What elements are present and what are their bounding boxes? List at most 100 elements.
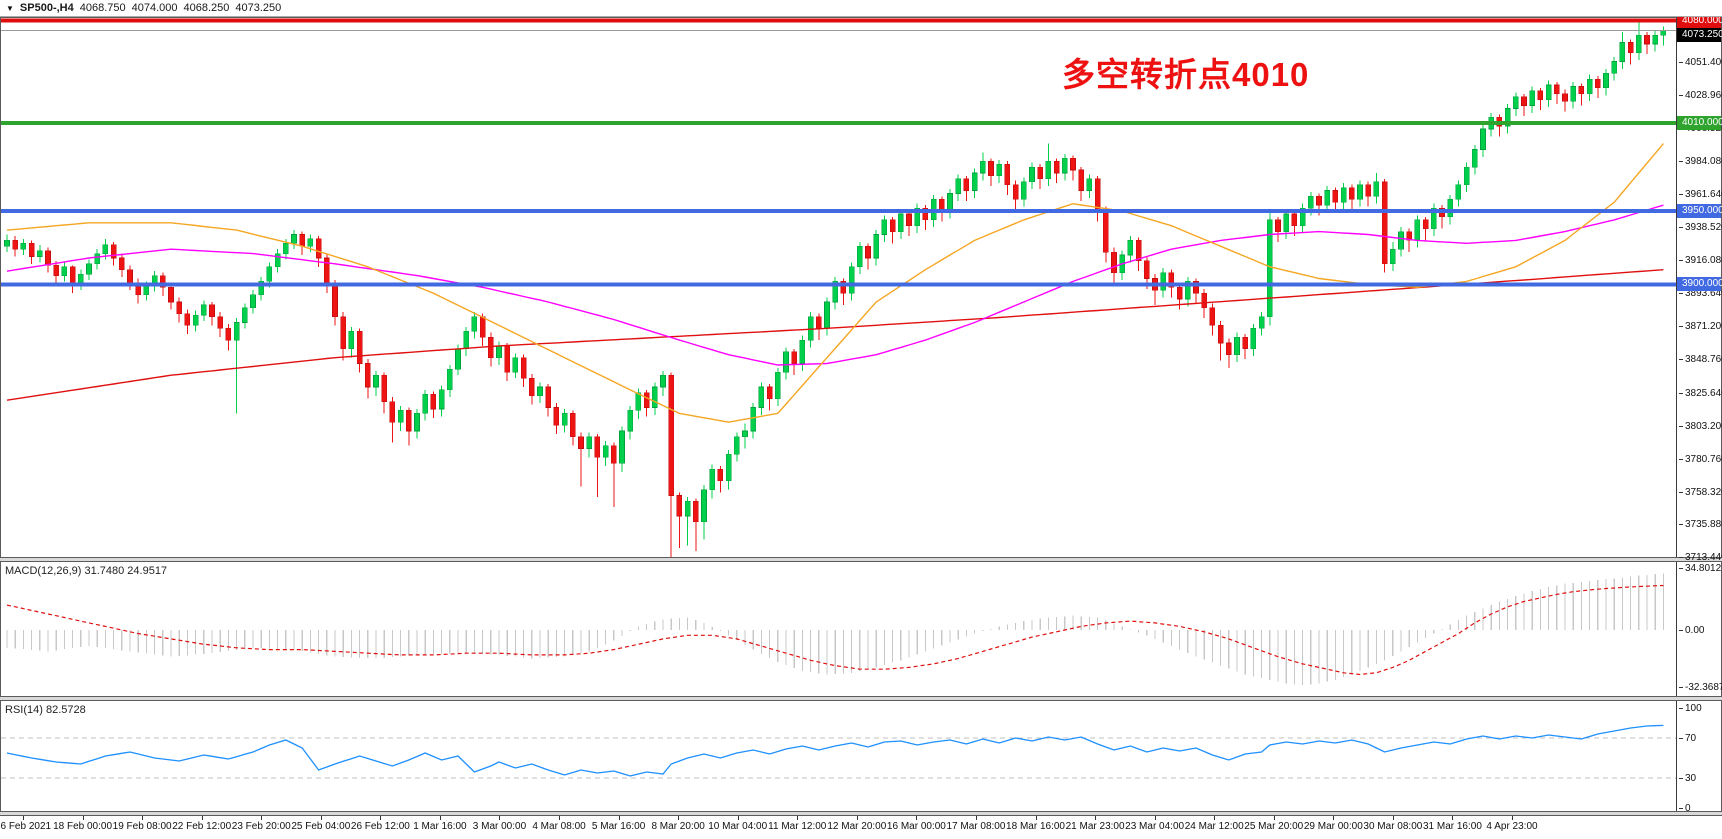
bull-candle xyxy=(1258,316,1265,329)
bull-candle xyxy=(242,307,248,323)
bear-candle xyxy=(1332,190,1339,203)
time-tick xyxy=(678,816,680,820)
bull-candle xyxy=(373,374,379,388)
time-tick xyxy=(975,816,977,820)
bear-candle xyxy=(520,357,527,379)
price-tick-label: 3758.320 xyxy=(1679,486,1722,498)
bull-candle xyxy=(1045,160,1052,180)
bull-candle xyxy=(1660,30,1667,36)
bull-candle xyxy=(36,250,43,257)
bull-candle xyxy=(758,386,765,408)
macd-tick-label: 0.00 xyxy=(1679,624,1704,636)
price-tick-label: 4028.960 xyxy=(1679,89,1722,101)
bear-candle xyxy=(1562,93,1568,102)
bear-candle xyxy=(1644,34,1650,45)
bull-candle xyxy=(471,316,478,332)
main-chart-canvas[interactable] xyxy=(1,18,1677,557)
time-tick xyxy=(82,816,84,820)
time-label: 18 Feb 00:00 xyxy=(53,821,113,832)
bull-candle xyxy=(799,339,806,364)
bear-candle xyxy=(479,316,486,338)
bull-candle xyxy=(291,234,297,244)
price-tick-label: 3984.080 xyxy=(1679,155,1722,167)
time-tick xyxy=(559,816,561,820)
time-tick xyxy=(499,816,501,820)
bear-candle xyxy=(1521,96,1527,106)
macd-signal-line xyxy=(6,584,1664,676)
bull-candle xyxy=(143,285,150,295)
price-level-box-3950.000: 3950.000 xyxy=(1677,204,1722,219)
bear-candle xyxy=(676,495,683,517)
bull-candle xyxy=(1234,336,1240,356)
bear-candle xyxy=(340,316,347,350)
bull-candle xyxy=(947,193,953,212)
bull-candle xyxy=(348,330,355,350)
ohlc-low: 4068.250 xyxy=(183,2,230,14)
time-tick xyxy=(1333,816,1335,820)
bull-candle xyxy=(1513,96,1519,109)
rsi-tick-label: 70 xyxy=(1679,732,1696,744)
candlestick-chart-svg[interactable] xyxy=(1,18,1677,557)
bull-candle xyxy=(463,330,470,350)
bear-candle xyxy=(1217,325,1224,344)
macd-chart-svg[interactable] xyxy=(1,562,1677,696)
price-tick-label: 3803.200 xyxy=(1679,420,1722,432)
bull-candle xyxy=(701,489,707,523)
time-tick xyxy=(1214,816,1216,820)
bull-candle xyxy=(979,160,986,174)
bull-candle xyxy=(250,294,256,309)
bull-candle xyxy=(94,253,100,265)
bull-candle xyxy=(586,436,593,449)
bull-candle xyxy=(602,445,609,458)
bull-candle xyxy=(1029,166,1035,183)
time-tick xyxy=(1452,816,1454,820)
price-level-box-3900.000: 3900.000 xyxy=(1677,277,1722,292)
time-tick xyxy=(1512,816,1513,820)
bear-candle xyxy=(1578,86,1585,95)
bull-candle xyxy=(1472,149,1478,168)
bear-candle xyxy=(922,207,929,221)
bull-candle xyxy=(774,372,781,400)
bear-candle xyxy=(1070,157,1076,171)
price-tick-label: 3780.760 xyxy=(1679,453,1722,465)
rsi-axis[interactable]: 100 70 30 0 xyxy=(1677,701,1721,814)
bull-candle xyxy=(274,253,281,268)
bear-candle xyxy=(1037,166,1043,180)
macd-axis[interactable]: 34.8012 0.00 -32.3687 xyxy=(1677,562,1722,696)
bear-candle xyxy=(1316,196,1322,206)
time-axis[interactable]: 16 Feb 2021 18 Feb 00:00 19 Feb 08:00 22 Fe… xyxy=(0,815,1722,839)
macd-canvas[interactable]: MACD(12,26,9) 31.7480 24.9517 xyxy=(1,562,1677,696)
bear-candle xyxy=(1275,219,1281,232)
ohlc-high: 4074.000 xyxy=(131,2,178,14)
bear-candle xyxy=(643,392,650,408)
bull-candle xyxy=(1619,42,1626,62)
price-tick-label: 4051.400 xyxy=(1679,56,1722,68)
time-label: 3 Mar 00:00 xyxy=(472,821,527,832)
macd-panel: MACD(12,26,9) 31.7480 24.9517 34.8012 0.0… xyxy=(0,561,1722,697)
bull-candle xyxy=(1545,84,1552,100)
symbol-dropdown-icon[interactable]: ▼ xyxy=(6,3,14,13)
bear-candle xyxy=(1349,187,1355,200)
time-tick xyxy=(1154,816,1156,820)
bear-candle xyxy=(1242,336,1248,350)
rsi-chart-svg[interactable] xyxy=(1,701,1677,811)
price-tick-label: 3938.520 xyxy=(1679,222,1722,234)
bull-candle xyxy=(1373,181,1380,197)
bear-candle xyxy=(176,301,182,314)
bear-candle xyxy=(865,245,871,259)
time-tick xyxy=(201,816,203,820)
price-level-box-4010.000: 4010.000 xyxy=(1677,116,1722,131)
bear-candle xyxy=(389,401,396,423)
price-tick-label: 3848.760 xyxy=(1679,353,1722,365)
rsi-canvas[interactable]: RSI(14) 82.5728 xyxy=(1,701,1677,811)
bear-candle xyxy=(381,374,388,402)
time-tick xyxy=(1273,816,1275,820)
price-axis[interactable]: 4051.4004028.9604006.5203984.0803961.640… xyxy=(1677,13,1722,563)
bull-candle xyxy=(709,468,716,490)
bull-candle xyxy=(651,386,658,408)
bull-candle xyxy=(307,238,314,247)
rsi-tick-label: 30 xyxy=(1679,772,1696,784)
bull-candle xyxy=(1324,190,1330,206)
time-tick xyxy=(380,816,382,820)
bear-candle xyxy=(1381,181,1388,265)
